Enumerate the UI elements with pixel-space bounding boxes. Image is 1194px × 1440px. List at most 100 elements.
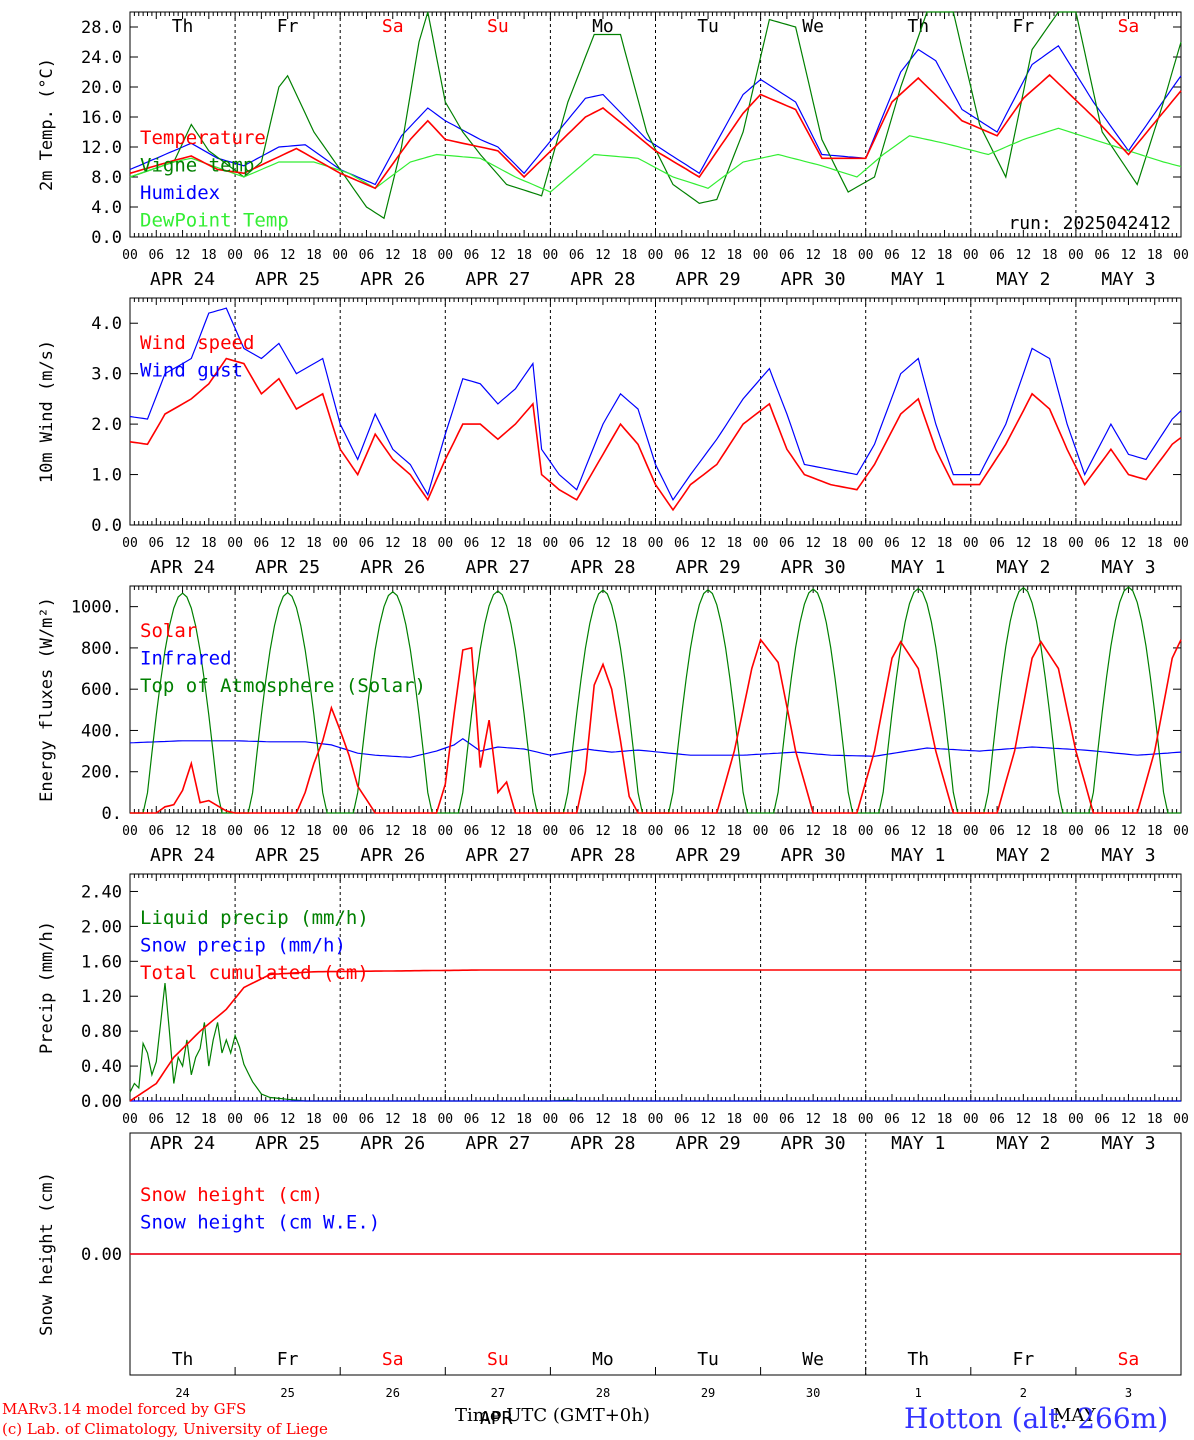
date-label: APR 24 [150, 1133, 215, 1154]
hour-tick-label: 12 [1121, 824, 1137, 839]
hour-tick-label: 12 [490, 1112, 506, 1127]
hour-tick-label: 12 [910, 536, 926, 551]
hour-tick-label: 00 [1068, 248, 1084, 263]
legend-entry: DewPoint Temp [140, 210, 289, 232]
hour-tick-label: 06 [464, 824, 480, 839]
hour-tick-label: 00 [122, 536, 138, 551]
hour-tick-label: 00 [648, 536, 664, 551]
hour-tick-label: 06 [884, 248, 900, 263]
hour-tick-label: 12 [595, 248, 611, 263]
hour-tick-label: 18 [201, 248, 217, 263]
hour-tick-label: 12 [700, 1112, 716, 1127]
hour-tick-label: 06 [569, 248, 585, 263]
hour-tick-label: 06 [989, 536, 1005, 551]
hour-tick-label: 12 [385, 536, 401, 551]
station-name: Hotton (alt. 266m) [904, 1402, 1169, 1435]
hour-tick-label: 18 [726, 824, 742, 839]
series-line-humidex [129, 44, 1182, 186]
hour-tick-label: 12 [910, 248, 926, 263]
day-name-label: Mo [592, 16, 614, 37]
hour-tick-label: 06 [148, 824, 164, 839]
y-tick-label: 600. [81, 680, 122, 700]
date-label: APR 30 [781, 845, 846, 866]
hour-tick-label: 12 [1121, 536, 1137, 551]
hour-tick-label: 18 [411, 1112, 427, 1127]
hour-tick-label: 12 [1016, 1112, 1032, 1127]
hour-tick-label: 06 [674, 536, 690, 551]
hour-tick-label: 06 [674, 1112, 690, 1127]
hour-tick-label: 06 [254, 248, 270, 263]
y-tick-label: 3.0 [91, 365, 122, 385]
day-name-label: Sa [382, 16, 404, 37]
date-label: MAY 1 [891, 1133, 945, 1154]
month-label-right: MAY [1053, 1405, 1096, 1426]
legend-entry: Snow precip (mm/h) [140, 935, 346, 957]
date-label: APR 26 [360, 845, 425, 866]
hour-tick-label: 06 [148, 248, 164, 263]
hour-tick-label: 12 [910, 824, 926, 839]
date-label: APR 29 [676, 845, 741, 866]
hour-tick-label: 00 [858, 248, 874, 263]
day-name-label: Fr [1013, 1349, 1035, 1370]
day-name-label: Tu [697, 16, 719, 37]
hour-tick-label: 12 [595, 824, 611, 839]
hour-tick-label: 06 [148, 536, 164, 551]
hour-tick-label: 18 [726, 1112, 742, 1127]
date-label: APR 28 [570, 1133, 635, 1154]
hour-tick-label: 12 [805, 536, 821, 551]
hour-tick-label: 00 [1173, 1112, 1189, 1127]
hour-tick-label: 18 [1042, 536, 1058, 551]
y-axis-label: Precip (mm/h) [37, 921, 57, 1054]
hour-tick-label: 06 [1094, 248, 1110, 263]
hour-tick-label: 18 [516, 824, 532, 839]
date-label: APR 25 [255, 269, 320, 290]
y-tick-label: 2.00 [81, 917, 122, 937]
day-name-label: Mo [592, 1349, 614, 1370]
hour-tick-label: 00 [648, 248, 664, 263]
date-label: MAY 2 [996, 1133, 1050, 1154]
hour-tick-label: 06 [1094, 824, 1110, 839]
hour-tick-label: 18 [1147, 248, 1163, 263]
hour-tick-label: 06 [464, 248, 480, 263]
hour-tick-label: 06 [779, 1112, 795, 1127]
hour-tick-label: 18 [937, 1112, 953, 1127]
hour-tick-label: 18 [832, 1112, 848, 1127]
y-tick-label: 24.0 [81, 48, 122, 68]
day-name-label: Fr [277, 1349, 299, 1370]
hour-tick-label: 18 [1147, 1112, 1163, 1127]
y-tick-label: 0.0 [91, 516, 122, 536]
date-label: APR 26 [360, 269, 425, 290]
hour-tick-label: 18 [201, 536, 217, 551]
hour-tick-label: 00 [332, 1112, 348, 1127]
series-line-vigne-temp [129, 11, 1182, 220]
day-number-label: 25 [280, 1386, 294, 1400]
y-tick-label: 20.0 [81, 78, 122, 98]
hour-tick-label: 18 [1042, 824, 1058, 839]
hour-tick-label: 12 [385, 1112, 401, 1127]
day-name-label: Th [172, 16, 194, 37]
hour-tick-label: 18 [1042, 1112, 1058, 1127]
day-number-label: 2 [1020, 1386, 1027, 1400]
hour-tick-label: 00 [122, 1112, 138, 1127]
hour-tick-label: 18 [1147, 824, 1163, 839]
lab-credit: (c) Lab. of Climatology, University of L… [2, 1420, 328, 1438]
hour-tick-label: 18 [621, 248, 637, 263]
day-number-label: 30 [806, 1386, 820, 1400]
hour-tick-label: 00 [543, 1112, 559, 1127]
series-line-infrared [129, 737, 1182, 758]
hour-tick-label: 06 [254, 1112, 270, 1127]
day-name-label: We [802, 16, 824, 37]
hour-tick-label: 18 [1147, 536, 1163, 551]
hour-tick-label: 12 [490, 824, 506, 839]
hour-tick-label: 00 [332, 248, 348, 263]
hour-tick-label: 06 [569, 536, 585, 551]
hour-tick-label: 12 [700, 824, 716, 839]
hour-tick-label: 18 [1042, 248, 1058, 263]
x-axis-title: Time UTC (GMT+0h) [455, 1405, 650, 1426]
date-label: MAY 3 [1101, 845, 1155, 866]
date-label: MAY 1 [891, 845, 945, 866]
plot-frame [129, 11, 1182, 238]
date-label: APR 27 [465, 1133, 530, 1154]
hour-tick-label: 18 [726, 536, 742, 551]
hour-tick-label: 00 [332, 536, 348, 551]
